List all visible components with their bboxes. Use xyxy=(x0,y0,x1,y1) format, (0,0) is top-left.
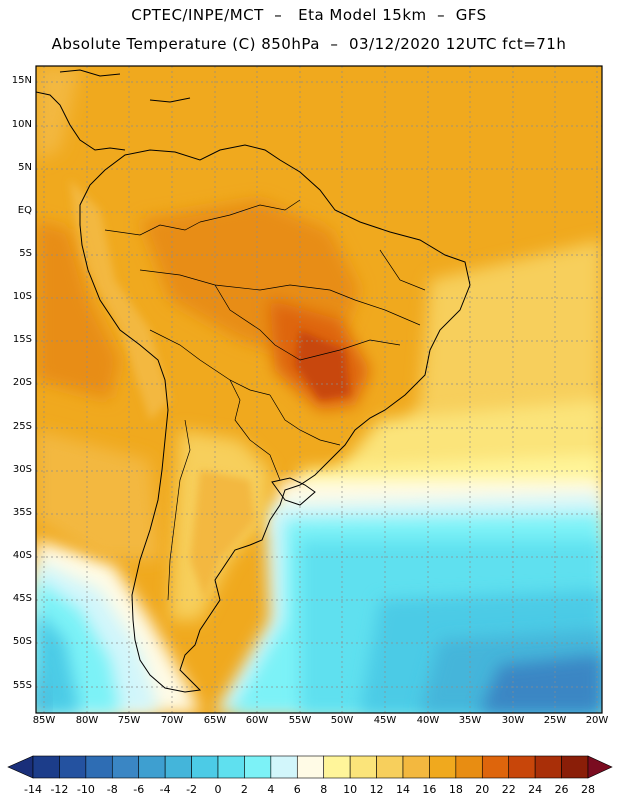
colorbar-swatch xyxy=(376,755,404,779)
colorbar-swatch xyxy=(59,755,87,779)
lon-label: 30W xyxy=(501,715,525,726)
lon-label: 50W xyxy=(330,715,354,726)
colorbar-tick-label: -2 xyxy=(186,783,198,796)
colorbar-swatch xyxy=(191,755,219,779)
colorbar-tick-label: -4 xyxy=(159,783,171,796)
colorbar-tick-label: 4 xyxy=(267,783,275,796)
colorbar-tick-label: 24 xyxy=(528,783,543,796)
colorbar-tick-label: 18 xyxy=(448,783,463,796)
lat-label: 5N xyxy=(18,162,32,173)
colorbar-swatch xyxy=(217,755,245,779)
lat-label: 5S xyxy=(19,248,32,259)
colorbar-tick-label: -12 xyxy=(50,783,69,796)
colorbar-tick-label: 26 xyxy=(554,783,569,796)
colorbar-swatch xyxy=(296,755,325,779)
colorbar-swatch xyxy=(349,755,377,779)
lon-label: 20W xyxy=(585,715,609,726)
colorbar xyxy=(7,755,613,779)
lon-label: 75W xyxy=(117,715,141,726)
colorbar-tick-label: 28 xyxy=(581,783,595,796)
lat-label: EQ xyxy=(17,205,32,216)
colorbar-swatch xyxy=(85,755,113,779)
colorbar-tick-label: -14 xyxy=(24,783,42,796)
map-frame xyxy=(35,65,603,714)
lon-label: 80W xyxy=(75,715,99,726)
colorbar-tick-label: 12 xyxy=(369,783,384,796)
colorbar-tick-label: 8 xyxy=(320,783,328,796)
lat-label: 10S xyxy=(12,291,32,302)
lat-label: 50S xyxy=(12,636,32,647)
lat-label: 25S xyxy=(12,421,32,432)
colorbar-swatch xyxy=(508,755,536,779)
lon-label: 45W xyxy=(373,715,397,726)
colorbar-swatch xyxy=(244,755,272,779)
lat-label: 40S xyxy=(12,550,32,561)
colorbar-under-triangle xyxy=(7,755,34,779)
lon-label: 35W xyxy=(458,715,482,726)
colorbar-tick-label: 2 xyxy=(240,783,248,796)
lat-label: 55S xyxy=(12,680,32,691)
colorbar-tick-label: -8 xyxy=(106,783,118,796)
lat-label: 15N xyxy=(11,75,32,86)
lon-label: 60W xyxy=(245,715,269,726)
colorbar-swatch xyxy=(270,755,298,779)
colorbar-swatch xyxy=(455,755,483,779)
colorbar-swatch xyxy=(534,755,562,779)
colorbar-swatch xyxy=(561,755,589,779)
lat-lon-grid xyxy=(36,66,602,713)
colorbar-swatch xyxy=(111,755,140,779)
colorbar-swatch xyxy=(138,755,166,779)
colorbar-tick-label: 10 xyxy=(343,783,358,796)
colorbar-tick-label: -6 xyxy=(133,783,145,796)
chart-title-line2: Absolute Temperature (C) 850hPa – 03/12/… xyxy=(51,35,567,53)
lon-label: 25W xyxy=(543,715,567,726)
lon-label: 65W xyxy=(203,715,227,726)
lon-label: 85W xyxy=(32,715,56,726)
colorbar-tick-label: 6 xyxy=(293,783,301,796)
colorbar-tick-label: 22 xyxy=(501,783,516,796)
lat-label: 15S xyxy=(12,334,32,345)
lat-label: 20S xyxy=(12,377,32,388)
lon-label: 55W xyxy=(288,715,312,726)
colorbar-tick-label: 20 xyxy=(475,783,490,796)
colorbar-tick-label: 16 xyxy=(422,783,437,796)
colorbar-swatch xyxy=(164,755,192,779)
lat-label: 45S xyxy=(12,593,32,604)
colorbar-tick-label: -10 xyxy=(76,783,95,796)
colorbar-swatch xyxy=(481,755,510,779)
country-borders xyxy=(104,199,426,601)
chart-title-line1: CPTEC/INPE/MCT – Eta Model 15km – GFS xyxy=(131,6,487,24)
colorbar-swatch xyxy=(429,755,457,779)
colorbar-tick-label: 0 xyxy=(214,783,222,796)
colorbar-swatch xyxy=(402,755,430,779)
colorbar-over-triangle xyxy=(587,755,613,779)
lon-label: 70W xyxy=(160,715,184,726)
lat-label: 10N xyxy=(11,119,32,130)
temperature-field xyxy=(36,66,602,713)
lat-label: 30S xyxy=(12,464,32,475)
colorbar-swatch xyxy=(323,755,351,779)
colorbar-tick-label: 14 xyxy=(396,783,410,796)
lat-label: 35S xyxy=(12,507,32,518)
coastline xyxy=(36,69,471,693)
lon-label: 40W xyxy=(416,715,440,726)
colorbar-swatch xyxy=(32,755,60,779)
